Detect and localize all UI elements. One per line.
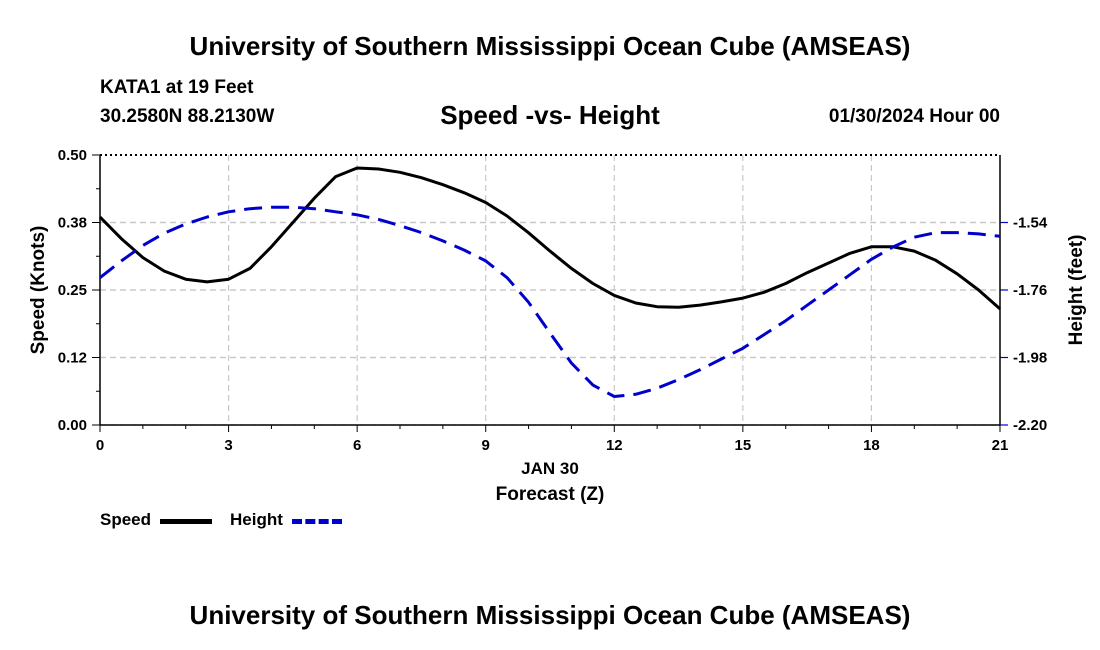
legend-height-line [292, 519, 342, 524]
right-axis-label: Height (feet) [1066, 235, 1087, 346]
left-tick-label: 0.00 [58, 417, 87, 434]
legend-height-label: Height [230, 510, 283, 529]
station-label: KATA1 at 19 Feet [100, 77, 254, 98]
left-tick-label: 0.12 [58, 350, 87, 367]
right-tick-label: -1.76 [1013, 282, 1047, 299]
x-tick-label: 21 [992, 437, 1009, 454]
legend-speed-line [160, 519, 212, 524]
left-axis-label: Speed (Knots) [28, 226, 49, 355]
x-tick-label: 12 [606, 437, 623, 454]
speed-height-chart: Speed -vs- Height 0 3 6 9 12 15 18 21 0.00 0.12 0.2… [28, 100, 1087, 505]
speed-series-line [98, 166, 1001, 311]
x-tick-label: 9 [482, 437, 490, 454]
x-axis-date-label: JAN 30 [521, 459, 579, 478]
legend-speed-label: Speed [100, 510, 152, 529]
left-tick-label: 0.50 [58, 147, 87, 164]
height-series-line [99, 205, 1001, 398]
x-tick-label: 0 [96, 437, 104, 454]
left-tick-label: 0.38 [58, 215, 87, 232]
chart-title: Speed -vs- Height [440, 100, 660, 130]
x-tick-label: 15 [735, 437, 752, 454]
x-tick-label: 3 [224, 437, 232, 454]
x-tick-label: 18 [863, 437, 880, 454]
forecast-datetime: 01/30/2024 Hour 00 [828, 106, 1000, 127]
x-tick-label: 6 [353, 437, 361, 454]
page-title: University of Southern Mississippi Ocean… [189, 31, 911, 61]
footer-title: University of Southern Mississippi Ocean… [189, 600, 911, 630]
right-tick-label: -1.54 [1013, 215, 1048, 232]
station-coordinates: 30.2580N 88.2130W [100, 106, 275, 127]
x-axis-label: Forecast (Z) [496, 484, 605, 505]
right-tick-label: -1.98 [1013, 350, 1047, 367]
left-tick-label: 0.25 [58, 282, 87, 299]
right-tick-label: -2.20 [1013, 417, 1047, 434]
